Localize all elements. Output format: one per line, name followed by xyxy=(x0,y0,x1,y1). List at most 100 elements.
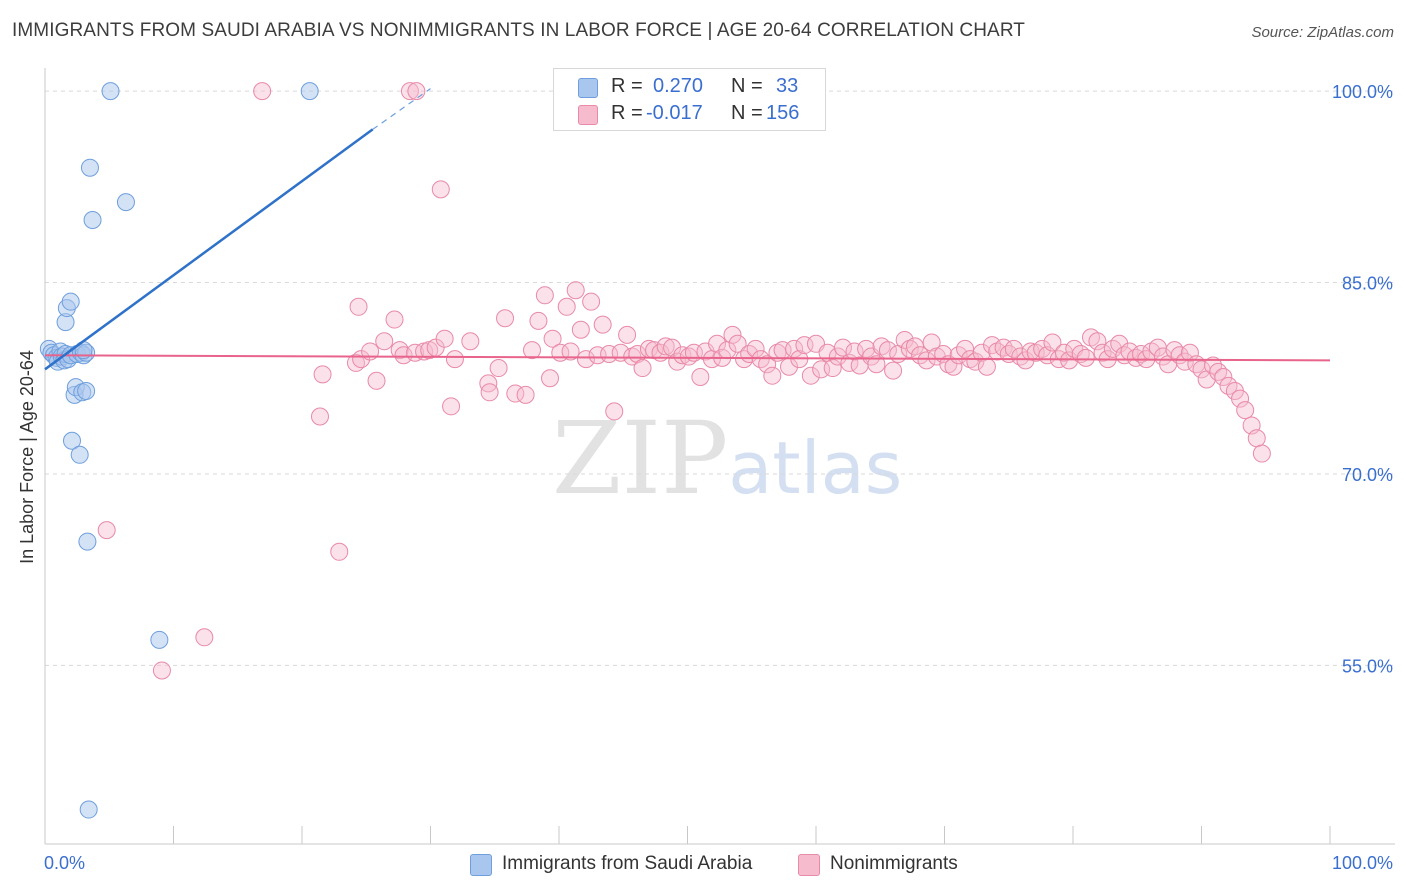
nonimmigrant-point xyxy=(867,355,886,374)
nonimmigrant-point xyxy=(833,338,852,357)
nonimmigrant-point xyxy=(523,341,542,360)
stats-legend: R = 0.270 N = 33 R = -0.017 N = 156 xyxy=(553,68,826,131)
nonimmigrant-point xyxy=(884,361,903,380)
nonimmigrant-point xyxy=(195,628,214,647)
nonimmigrant-point xyxy=(623,347,642,366)
immigrant-point xyxy=(116,193,135,212)
nonimmigrant-point xyxy=(1252,444,1271,463)
nonimmigrant-point xyxy=(977,357,996,376)
nonimmigrant-point xyxy=(593,315,612,334)
nonimmigrant-point xyxy=(1016,351,1035,370)
legend-n-label: N = xyxy=(731,102,763,124)
nonimmigrant-point xyxy=(367,371,386,390)
nonimmigrant-point xyxy=(541,369,560,388)
nonimmigrant-point xyxy=(1165,341,1184,360)
nonimmigrant-point xyxy=(972,343,991,362)
nonimmigrant-point xyxy=(1110,334,1129,353)
nonimmigrant-point xyxy=(663,338,682,357)
immigrant-point xyxy=(79,800,98,819)
nonimmigrant-point xyxy=(812,360,831,379)
nonimmigrant-point xyxy=(313,365,332,384)
legend-r-value: 0.270 xyxy=(653,75,704,97)
legend-n-value: 156 xyxy=(766,102,800,124)
legend-r-label: R = xyxy=(611,75,643,97)
x-tick-label: 100.0% xyxy=(1332,853,1393,873)
nonimmigrant-point xyxy=(375,332,394,351)
x-tick-label: 0.0% xyxy=(44,853,85,873)
bottom-legend-label: Immigrants from Saudi Arabia xyxy=(502,853,753,874)
nonimmigrant-point xyxy=(253,82,272,101)
bottom-legend-swatch-pink xyxy=(798,854,820,876)
nonimmigrant-point xyxy=(1214,367,1233,386)
nonimmigrant-point xyxy=(895,330,914,349)
nonimmigrant-point xyxy=(582,292,601,311)
legend-r-value: -0.017 xyxy=(646,102,703,124)
nonimmigrant-point xyxy=(673,346,692,365)
legend-row-immigrants: R = 0.270 N = 33 xyxy=(554,74,825,100)
watermark-atlas: atlas xyxy=(728,426,903,510)
nonimmigrant-point xyxy=(588,346,607,365)
legend-r-label: R = xyxy=(611,102,643,124)
immigrant-trend-extension xyxy=(372,88,431,130)
immigrant-point xyxy=(300,82,319,101)
nonimmigrant-point xyxy=(1043,333,1062,352)
nonimmigrant-point xyxy=(529,311,548,330)
immigrant-trend-line xyxy=(44,128,374,371)
nonimmigrant-point xyxy=(1236,401,1255,420)
nonimmigrant-point xyxy=(1132,345,1151,364)
nonimmigrant-point xyxy=(966,352,985,371)
nonimmigrant-point xyxy=(480,383,499,402)
nonimmigrant-point xyxy=(656,337,675,356)
nonimmigrant-point xyxy=(795,336,814,355)
nonimmigrant-point xyxy=(479,374,498,393)
tick-labels: 55.0% 70.0% 85.0% 100.0% 0.0% 100.0% xyxy=(44,82,1393,873)
nonimmigrant-point xyxy=(557,297,576,316)
nonimmigrant-point xyxy=(566,281,585,300)
legend-swatch-blue xyxy=(578,78,598,98)
nonimmigrant-point xyxy=(728,334,747,353)
nonimmigrant-point xyxy=(633,359,652,378)
nonimmigrant-point xyxy=(352,350,371,369)
nonimmigrant-point xyxy=(605,402,624,421)
nonimmigrant-point xyxy=(691,367,710,386)
immigrant-point xyxy=(80,158,99,177)
nonimmigrant-point xyxy=(489,359,508,378)
immigrant-point xyxy=(61,292,80,311)
legend-row-nonimmigrants: R = -0.017 N = 156 xyxy=(554,101,825,127)
bottom-legend-label: Nonimmigrants xyxy=(830,853,958,874)
nonimmigrant-point xyxy=(1175,352,1194,371)
nonimmigrant-point xyxy=(1088,332,1107,351)
nonimmigrant-point xyxy=(330,542,349,561)
trend-lines xyxy=(44,88,1331,371)
nonimmigrant-point xyxy=(845,342,864,361)
immigrant-point xyxy=(150,630,169,649)
nonimmigrant-point xyxy=(823,359,842,378)
nonimmigrant-point xyxy=(1076,348,1095,367)
nonimmigrant-point xyxy=(900,339,919,358)
watermark-zip: ZIP xyxy=(552,400,729,517)
nonimmigrant-point xyxy=(828,347,847,366)
nonimmigrant-trend-line xyxy=(44,354,1331,362)
nonimmigrant-point xyxy=(561,342,580,361)
watermark: ZIPatlas xyxy=(552,400,902,517)
nonimmigrant-point xyxy=(1180,343,1199,362)
gridlines xyxy=(45,90,1395,666)
nonimmigrant-point xyxy=(1209,362,1228,381)
immigrant-point xyxy=(70,445,89,464)
nonimmigrant-point xyxy=(461,332,480,351)
nonimmigrant-point xyxy=(435,329,454,348)
legend-n-value: 33 xyxy=(776,75,799,97)
immigrant-point xyxy=(62,431,81,450)
nonimmigrant-point xyxy=(516,385,535,404)
nonimmigrant-point xyxy=(956,339,975,358)
nonimmigrant-point xyxy=(618,325,637,344)
nonimmigrant-point xyxy=(905,337,924,356)
nonimmigrant-point xyxy=(431,180,450,199)
y-axis-label: In Labor Force | Age 20-64 xyxy=(17,350,37,564)
nonimmigrant-point xyxy=(400,82,419,101)
nonimmigrant-point xyxy=(768,343,787,362)
nonimmigrant-point xyxy=(763,366,782,385)
immigrant-point xyxy=(78,532,97,551)
nonimmigrant-point xyxy=(922,333,941,352)
